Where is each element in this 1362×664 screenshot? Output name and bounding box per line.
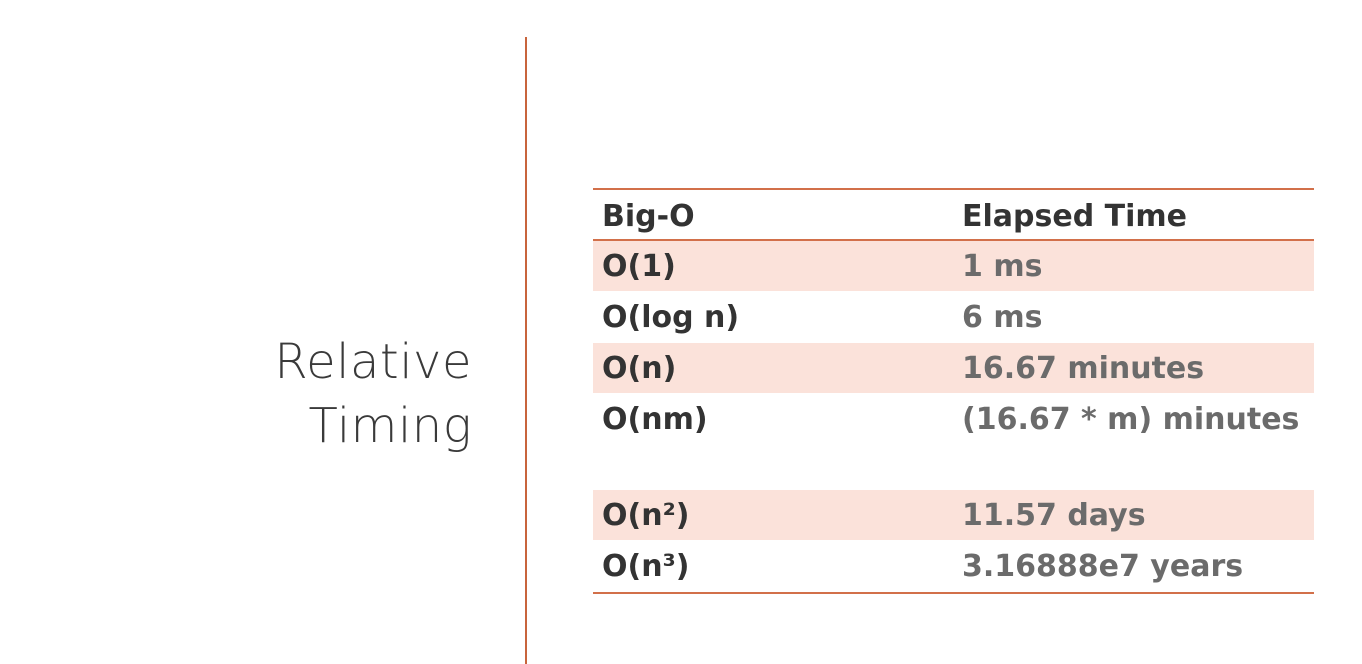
- slide-title-line-2: Timing: [308, 398, 472, 454]
- table-row: O(log n) 6 ms: [593, 292, 1314, 343]
- elapsed-time-cell: 16.67 minutes: [962, 351, 1205, 386]
- table-row: O(n²) 11.57 days: [593, 490, 1314, 541]
- slide-title: Relative Timing: [0, 330, 472, 458]
- header-big-o: Big-O: [602, 199, 695, 234]
- complexity-cell: O(n): [602, 351, 677, 386]
- elapsed-time-cell: 11.57 days: [962, 498, 1146, 533]
- complexity-timing-table: Big-O Elapsed Time O(1) 1 ms O(log n) 6 …: [593, 188, 1314, 594]
- complexity-cell: O(1): [602, 249, 676, 284]
- vertical-divider: [525, 37, 527, 664]
- elapsed-time-cell: 1 ms: [962, 249, 1043, 284]
- table-row: O(1) 1 ms: [593, 241, 1314, 292]
- complexity-cell: O(n²): [602, 498, 690, 533]
- table-row: O(nm) (16.67 * m) minutes: [593, 394, 1314, 490]
- elapsed-time-cell: 6 ms: [962, 300, 1043, 335]
- complexity-cell: O(nm): [602, 402, 708, 437]
- complexity-cell: O(n³): [602, 549, 690, 584]
- table-row: O(n) 16.67 minutes: [593, 343, 1314, 394]
- elapsed-time-cell: 3.16888e7 years: [962, 549, 1244, 584]
- table-header-row: Big-O Elapsed Time: [593, 190, 1314, 241]
- table-row: O(n³) 3.16888e7 years: [593, 541, 1314, 592]
- elapsed-time-cell: (16.67 * m) minutes: [962, 402, 1300, 437]
- slide-title-line-1: Relative: [274, 334, 472, 390]
- header-elapsed-time: Elapsed Time: [962, 199, 1187, 234]
- complexity-cell: O(log n): [602, 300, 740, 335]
